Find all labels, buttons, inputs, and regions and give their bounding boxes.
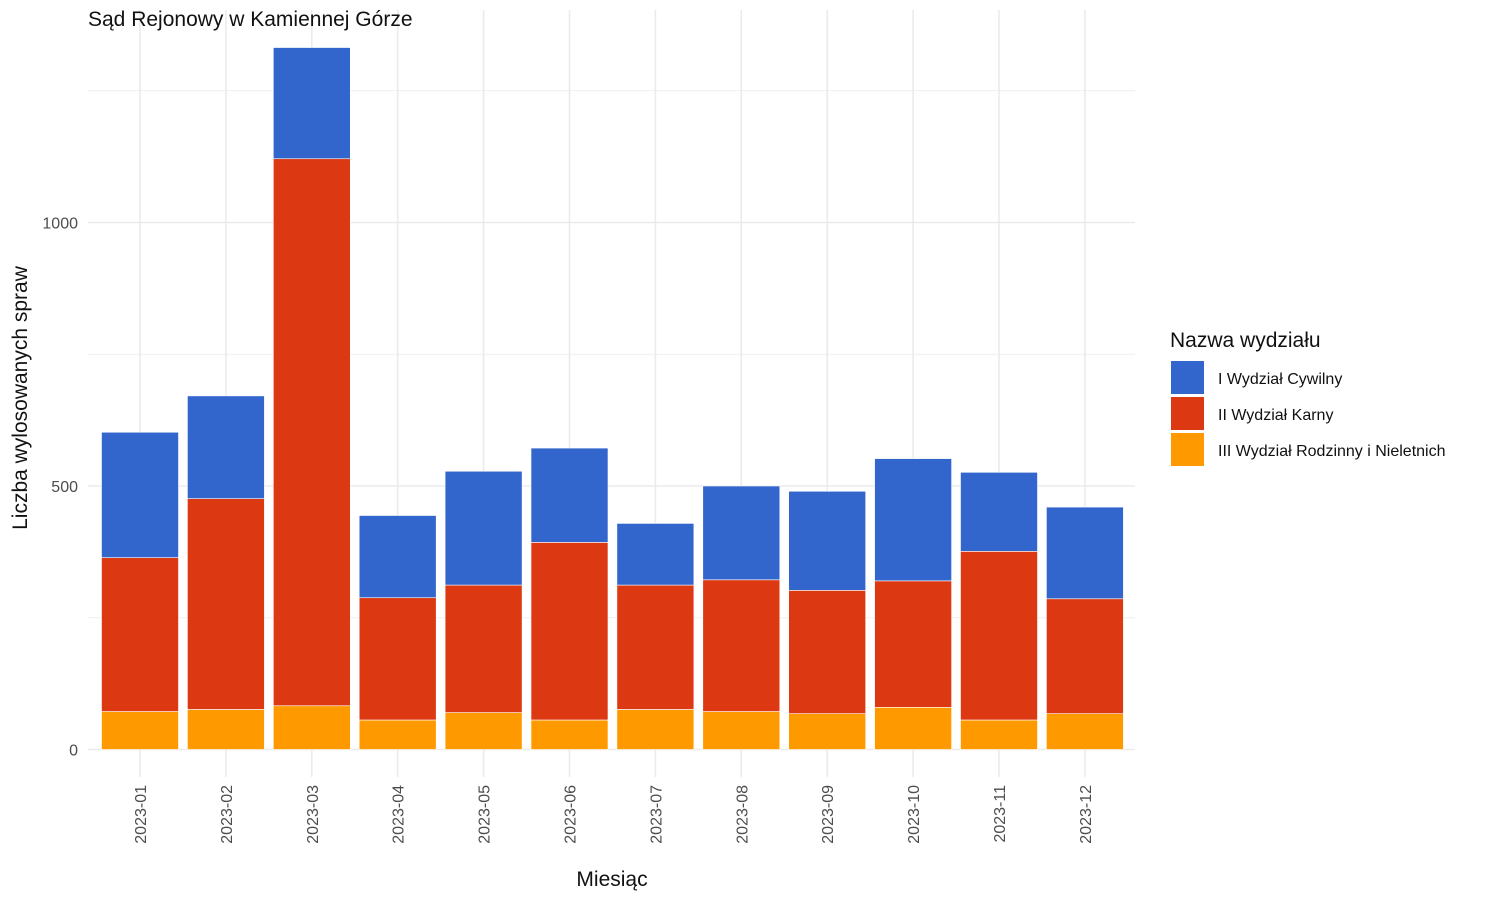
bar-segment xyxy=(444,712,523,750)
legend-swatch xyxy=(1171,397,1204,430)
bar-segment xyxy=(187,498,265,710)
bar-segment xyxy=(272,705,351,750)
bar-segment xyxy=(187,709,265,750)
bar-segment xyxy=(960,551,1038,721)
y-axis-label: Liczba wylosowanych spraw xyxy=(9,265,32,530)
bar-segment xyxy=(616,523,695,586)
bar-segment xyxy=(101,431,179,558)
legend-label: I Wydział Cywilny xyxy=(1218,371,1342,388)
bar-segment xyxy=(702,711,781,750)
bar-segment xyxy=(1046,713,1124,750)
y-tick-label: 0 xyxy=(69,743,78,760)
legend-swatch xyxy=(1171,433,1204,466)
x-tick-label: 2023-12 xyxy=(1078,785,1095,844)
bar-segment xyxy=(272,47,351,160)
x-tick-label: 2023-08 xyxy=(734,785,751,844)
bar-segment xyxy=(960,471,1038,552)
bar-segment xyxy=(272,158,351,707)
bar-segment xyxy=(530,542,609,721)
bar-segment xyxy=(874,580,952,708)
bar-segment xyxy=(530,719,609,750)
bar-segment xyxy=(788,713,867,750)
y-tick-label: 1000 xyxy=(42,216,78,233)
bars xyxy=(101,47,1124,750)
x-tick-label: 2023-05 xyxy=(477,785,494,844)
legend-label: II Wydział Karny xyxy=(1218,407,1333,424)
bar-segment xyxy=(1046,506,1124,600)
chart-title: Sąd Rejonowy w Kamiennej Górze xyxy=(88,8,413,31)
x-tick-label: 2023-11 xyxy=(992,785,1009,843)
bar-segment xyxy=(960,719,1038,750)
x-tick-label: 2023-01 xyxy=(133,785,150,844)
bar-segment xyxy=(702,579,781,712)
bar-segment xyxy=(788,490,867,591)
bar-segment xyxy=(187,395,265,499)
bar-segment xyxy=(358,515,437,599)
x-tick-label: 2023-07 xyxy=(648,785,665,844)
bar-segment xyxy=(702,485,781,581)
x-tick-label: 2023-06 xyxy=(563,785,580,844)
y-tick-label: 500 xyxy=(51,479,78,496)
bar-segment xyxy=(358,597,437,721)
bar-segment xyxy=(530,447,609,543)
bar-segment xyxy=(444,470,523,586)
bar-segment xyxy=(101,557,179,712)
bar-segment xyxy=(874,458,952,582)
legend-swatch xyxy=(1171,361,1204,394)
x-tick-label: 2023-09 xyxy=(820,785,837,844)
bar-segment xyxy=(358,719,437,750)
y-axis-ticks: 0 500 1000 xyxy=(42,216,78,760)
bar-segment xyxy=(101,711,179,750)
bar-segment xyxy=(616,709,695,750)
bar-segment xyxy=(616,584,695,710)
x-axis-ticks: 2023-01 2023-02 2023-03 2023-04 2023-05 2023-… xyxy=(133,785,1095,844)
x-tick-label: 2023-10 xyxy=(906,785,923,844)
x-axis-label: Miesiąc xyxy=(576,868,647,891)
bar-segment xyxy=(788,590,867,714)
bar-segment xyxy=(444,584,523,713)
bar-segment xyxy=(1046,598,1124,714)
legend-items: I Wydział Cywilny II Wydział Karny III Wyd… xyxy=(1171,361,1446,466)
legend-label: III Wydział Rodzinny i Nieletnich xyxy=(1218,443,1446,460)
legend: Nazwa wydziału I Wydział Cywilny II Wydzi… xyxy=(1170,329,1446,466)
x-tick-label: 2023-03 xyxy=(305,785,322,844)
x-tick-label: 2023-04 xyxy=(391,785,408,844)
bar-segment xyxy=(874,707,952,750)
legend-title: Nazwa wydziału xyxy=(1170,329,1321,352)
x-tick-label: 2023-02 xyxy=(219,785,236,844)
